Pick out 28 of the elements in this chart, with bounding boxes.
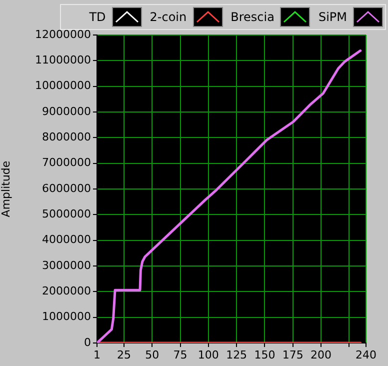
y-tick-label: 11000000 (35, 54, 91, 67)
y-tick-label: 3000000 (42, 258, 91, 272)
x-tick-label: 25 (117, 348, 132, 362)
x-tick-label: 50 (145, 348, 160, 362)
x-tick-label: 1 (94, 348, 100, 362)
legend-label: 2-coin (150, 10, 187, 24)
x-tick-label: 200 (310, 348, 332, 362)
y-tick-label: 8000000 (42, 130, 91, 144)
y-tick-label: 4000000 (42, 233, 91, 246)
y-tick-label: 9000000 (42, 104, 91, 118)
y-axis-title: Amplitude (0, 160, 12, 218)
legend-label: SiPM (318, 10, 347, 24)
x-tick-label: 100 (198, 348, 219, 362)
y-tick-label: 6000000 (42, 182, 91, 195)
x-tick-label: 150 (254, 348, 276, 362)
x-tick-label: 240 (356, 348, 376, 362)
x-tick-label: 175 (282, 348, 304, 362)
y-tick-label: 7000000 (42, 156, 91, 170)
y-tick-label: 10000000 (35, 79, 91, 92)
y-tick-label: 1000000 (42, 310, 91, 324)
y-tick-label: 5000000 (42, 208, 91, 221)
x-tick-label: 125 (226, 348, 248, 362)
legend-label: TD (89, 10, 106, 24)
legend-label: Brescia (230, 10, 274, 24)
y-tick-label: 0 (84, 336, 91, 349)
x-tick-label: 75 (173, 348, 188, 362)
y-tick-label: 2000000 (42, 284, 91, 298)
y-tick-label: 12000000 (35, 28, 91, 41)
